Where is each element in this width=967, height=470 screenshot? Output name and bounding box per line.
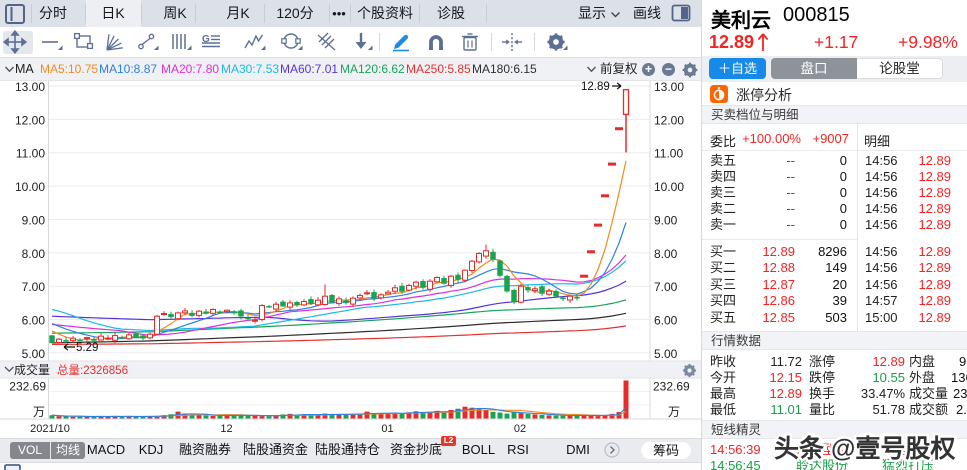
svg-text:8.00: 8.00	[654, 247, 678, 261]
svg-text:12.89: 12.89	[581, 81, 610, 93]
svg-text:万: 万	[668, 405, 680, 419]
svg-text:12.00: 12.00	[15, 113, 45, 127]
svg-text:8.00: 8.00	[22, 247, 46, 261]
svg-text:01: 01	[381, 423, 393, 435]
svg-text:9.00: 9.00	[654, 213, 678, 227]
svg-text:232.69: 232.69	[653, 380, 690, 394]
svg-text:10.00: 10.00	[15, 180, 45, 194]
svg-text:12.00: 12.00	[654, 113, 684, 127]
svg-text:5.00: 5.00	[654, 347, 678, 361]
svg-text:5.00: 5.00	[22, 347, 46, 361]
svg-text:232.69: 232.69	[9, 380, 46, 394]
svg-text:6.00: 6.00	[22, 314, 46, 328]
svg-text:11.00: 11.00	[654, 147, 683, 161]
svg-text:2021/10: 2021/10	[30, 423, 70, 435]
svg-text:6.00: 6.00	[654, 314, 678, 328]
svg-text:9.00: 9.00	[22, 213, 46, 227]
svg-text:7.00: 7.00	[654, 280, 678, 294]
svg-text:G: G	[202, 34, 210, 45]
svg-text:13.00: 13.00	[654, 81, 684, 94]
svg-text:万: 万	[33, 405, 45, 419]
svg-text:7.00: 7.00	[22, 280, 46, 294]
svg-text:10.00: 10.00	[654, 180, 684, 194]
svg-text:02: 02	[514, 423, 526, 435]
svg-text:总量:2326856: 总量:2326856	[57, 363, 128, 377]
svg-text:11.00: 11.00	[16, 147, 45, 161]
svg-text:成交量: 成交量	[14, 362, 50, 377]
svg-text:12: 12	[220, 423, 232, 435]
svg-text:5.29: 5.29	[76, 342, 98, 354]
svg-text:13.00: 13.00	[15, 81, 45, 94]
